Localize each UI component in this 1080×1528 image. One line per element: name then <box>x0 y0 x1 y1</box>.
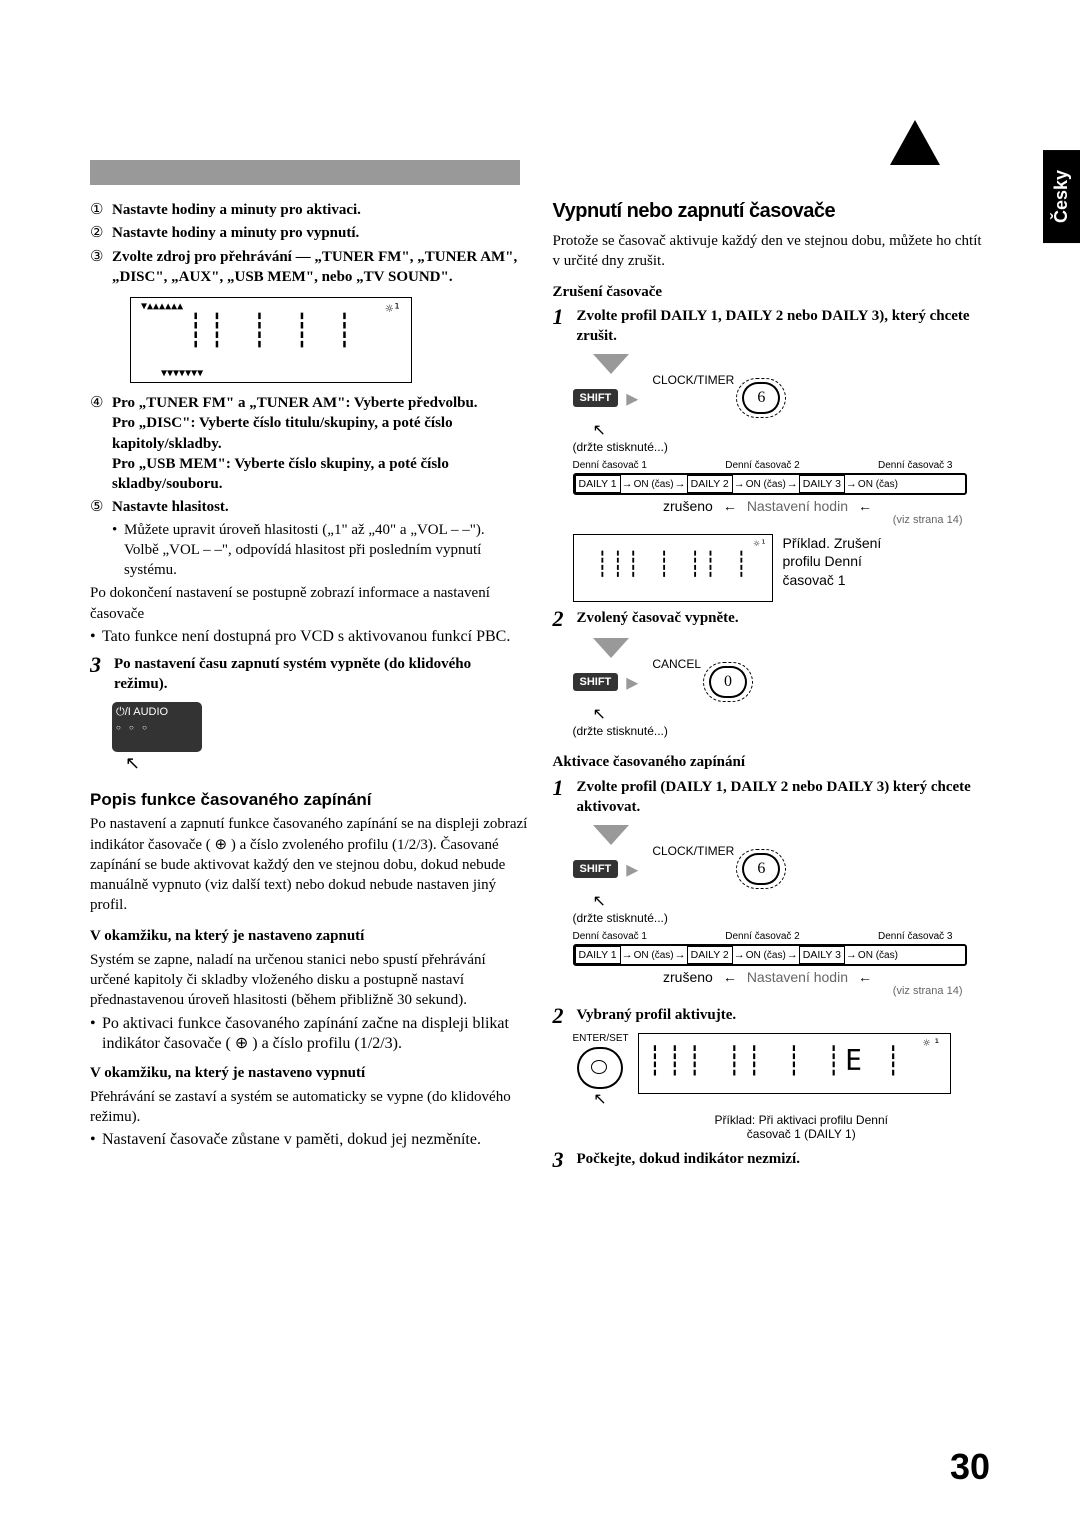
shift-button-label: SHIFT <box>573 673 619 691</box>
daily-flow-chain-2: DAILY 1→ON (čas)→ DAILY 2→ON (čas)→ DAIL… <box>573 944 967 966</box>
aktivace-title: Aktivace časovaného zapínání <box>553 752 991 772</box>
aktivace-step-2: 2 Vybraný profil aktivujte. <box>553 1005 991 1027</box>
list-item: ③ Zvolte zdroj pro přehrávání — „TUNER F… <box>90 247 528 288</box>
list-item: ⑤ Nastavte hlasitost. • Můžete upravit ú… <box>90 497 528 580</box>
popis-para1: Po nastavení a zapnutí funkce časovaného… <box>90 814 528 915</box>
aktivace-step-1: 1 Zvolte profil (DAILY 1, DAILY 2 nebo D… <box>553 777 991 818</box>
language-tab-strip: Česky <box>1043 150 1080 243</box>
sub-zapnuti-bullet: Po aktivaci funkce časovaného zapínání z… <box>102 1015 528 1053</box>
main-title: Vypnutí nebo zapnutí časovače <box>553 200 991 223</box>
shift-button-label: SHIFT <box>573 389 619 407</box>
after-settings-text: Po dokončení nastavení se postupně zobra… <box>90 583 528 624</box>
section-popis-title: Popis funkce časovaného zapínání <box>90 790 528 810</box>
list-item: ④ Pro „TUNER FM" a „TUNER AM": Vyberte p… <box>90 393 528 494</box>
enter-set-diagram: ENTER/SET ↖ ☼¹ ┊┊┊ ┊┊ ┊ ┊Ε ┊ <box>573 1033 991 1109</box>
intro-text: Protože se časovač aktivuje každý den ve… <box>553 231 991 272</box>
diagram-zruseni-1: SHIFT ▸ CLOCK/TIMER 6 ↖ (držte stisknuté… <box>573 354 973 526</box>
zruseni-step-2: 2 Zvolený časovač vypněte. <box>553 608 991 630</box>
audio-power-button-illustration: ⏻/I AUDIO ○ ○ ○ <box>112 702 202 752</box>
list-item: ② Nastavte hodiny a minuty pro vypnutí. <box>90 223 528 243</box>
zruseni-title: Zrušení časovače <box>553 282 991 302</box>
step-3-power-off: 3 Po nastavení času zapnutí systém vypně… <box>90 654 528 695</box>
sub-vypnuti-title: V okamžiku, na který je nastaveno vypnut… <box>90 1063 528 1083</box>
hold-label: (držte stisknuté...) <box>573 440 973 454</box>
example-display-zruseni: ☼¹ ┊┊┊ ┊ ┊┊ ┊ Příklad. Zrušení profilu D… <box>573 534 991 602</box>
pbc-note: Tato funkce není dostupná pro VCD s akti… <box>102 628 528 646</box>
cursor-pointer-icon: ↖ <box>125 754 528 772</box>
zruseni-step-1: 1 Zvolte profil DAILY 1, DAILY 2 nebo DA… <box>553 306 991 347</box>
header-gray-bar <box>90 160 520 185</box>
list-item: ① Nastavte hodiny a minuty pro aktivaci. <box>90 200 528 220</box>
page-number: 30 <box>950 1446 990 1488</box>
timer-setup-steps: ① Nastavte hodiny a minuty pro aktivaci.… <box>90 200 528 287</box>
diagram-zruseni-2: SHIFT ▸ CANCEL 0 ↖ (držte stisknuté...) <box>573 638 973 738</box>
sub-zapnuti-title: V okamžiku, na který je nastaveno zapnut… <box>90 926 528 946</box>
daily-flow-chain: DAILY 1→ON (čas)→ DAILY 2→ON (čas)→ DAIL… <box>573 473 967 495</box>
language-tab-cesky: Česky <box>1043 150 1080 243</box>
diagram-aktivace-1: SHIFT ▸ CLOCK/TIMER 6 ↖ (držte stisknuté… <box>573 825 973 997</box>
sub-vypnuti-text: Přehrávání se zastaví a systém se automa… <box>90 1087 528 1128</box>
segment-display-illustration: ▼▲▲▲▲▲▲ ☼¹ ┊┊ ┊ ┊ ┊ ▼▼▼▼▼▼▼ <box>130 297 412 383</box>
sub-vypnuti-bullet: Nastavení časovače zůstane v paměti, dok… <box>102 1131 528 1149</box>
timer-setup-steps-cont: ④ Pro „TUNER FM" a „TUNER AM": Vyberte p… <box>90 393 528 580</box>
sub-zapnuti-text: Systém se zapne, naladí na určenou stani… <box>90 950 528 1011</box>
aktivace-step-3: 3 Počkejte, dokud indikátor nezmizí. <box>553 1149 991 1171</box>
